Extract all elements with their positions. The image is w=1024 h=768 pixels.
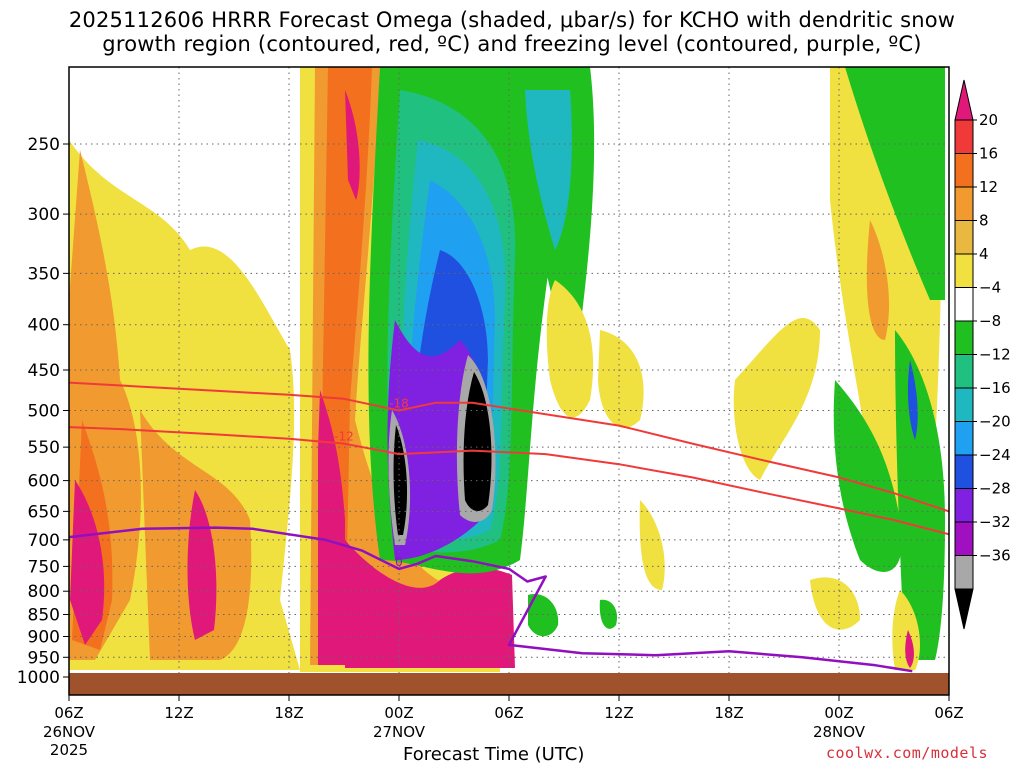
y-tick-label: 300 [28, 205, 60, 225]
omega-negative-region [528, 594, 559, 637]
omega-negative-region [895, 330, 945, 660]
colorbar-swatch [954, 387, 974, 422]
colorbar-label: 8 [979, 212, 989, 230]
omega-positive-region [70, 480, 105, 645]
omega-shading [69, 67, 945, 672]
x-tick-year: 2025 [50, 741, 88, 759]
x-tick-label: 18Z [274, 704, 303, 722]
omega-positive-region [733, 318, 820, 480]
omega-positive-region [546, 280, 594, 418]
dgz-contour [69, 426, 949, 536]
colorbar-swatch [954, 320, 974, 355]
x-tick-date: 28NOV [813, 723, 866, 741]
omega-negative-region [463, 372, 492, 512]
omega-positive-region [598, 330, 644, 428]
colorbar-swatch [954, 186, 974, 221]
x-tick-label: 12Z [164, 704, 193, 722]
gridlines [69, 67, 949, 673]
colorbar-label: 4 [979, 245, 989, 263]
colorbar-swatch [954, 521, 974, 556]
y-tick-label: 600 [28, 472, 60, 492]
y-tick-label: 950 [28, 648, 60, 668]
y-tick-label: 250 [28, 135, 60, 155]
colorbar-swatch [954, 79, 974, 121]
x-tick-label: 00Z [824, 704, 853, 722]
omega-negative-region [845, 67, 945, 300]
y-tick-label: 1000 [17, 668, 60, 688]
omega-positive-region [905, 630, 914, 668]
y-tick-label: 350 [28, 264, 60, 284]
credit-link[interactable]: coolwx.com/models [826, 744, 989, 762]
colorbar-swatch [954, 220, 974, 255]
freezing-level-contour-label: 0 [395, 555, 403, 569]
y-tick-label: 450 [28, 361, 60, 381]
colorbar-label: −36 [979, 547, 1011, 565]
freezing-level-contour [69, 526, 913, 673]
y-axis: 2503003504004505005506006507007508008509… [17, 135, 69, 688]
colorbar-label: −12 [979, 346, 1011, 364]
colorbar-swatch [954, 421, 974, 456]
colorbar-swatch [954, 588, 974, 630]
omega-positive-region [318, 390, 345, 665]
colorbar-label: 16 [979, 145, 998, 163]
colorbar-label: −28 [979, 480, 1011, 498]
colorbar-swatch [954, 287, 974, 322]
colorbar-label: 12 [979, 178, 998, 196]
x-tick-label: 06Z [934, 704, 963, 722]
colorbar-label: 20 [979, 111, 998, 129]
colorbar-swatch [954, 454, 974, 489]
colorbar-swatch [954, 119, 974, 154]
x-tick-label: 18Z [714, 704, 743, 722]
omega-negative-region [393, 425, 408, 535]
omega-positive-region [810, 577, 860, 630]
omega-positive-region [639, 500, 665, 590]
y-tick-label: 700 [28, 531, 60, 551]
ground-bar [69, 673, 949, 695]
omega-positive-region [866, 220, 890, 340]
contour-lines: -12 -18 0 [69, 381, 949, 673]
y-tick-label: 850 [28, 606, 60, 626]
x-tick-label: 06Z [494, 704, 523, 722]
colorbar-swatch [954, 488, 974, 523]
y-tick-label: 400 [28, 316, 60, 336]
chart-title-line-1: 2025112606 HRRR Forecast Omega (shaded, … [68, 8, 956, 32]
x-tick-date: 26NOV [43, 723, 96, 741]
omega-negative-region [907, 360, 918, 440]
colorbar-label: −32 [979, 513, 1011, 531]
colorbar: 20 16 12 8 4 −4 −8 −12 −16 −20 −24 −28 −32 −36 [954, 79, 1011, 630]
omega-negative-region [525, 90, 572, 250]
x-tick-label: 12Z [604, 704, 633, 722]
colorbar-label: −8 [979, 312, 1001, 330]
colorbar-swatch [954, 253, 974, 288]
chart-title-line-2: growth region (contoured, red, ºC) and f… [102, 32, 922, 56]
dgz-contour [69, 381, 949, 513]
colorbar-swatch [954, 555, 974, 590]
dgz-contour-label: -18 [389, 397, 409, 411]
colorbar-label: −20 [979, 413, 1011, 431]
colorbar-label: −4 [979, 279, 1001, 297]
omega-positive-region [345, 90, 360, 200]
y-tick-label: 650 [28, 502, 60, 522]
colorbar-label: −24 [979, 446, 1011, 464]
x-tick-label: 06Z [54, 704, 83, 722]
omega-negative-region [833, 380, 902, 572]
y-tick-label: 900 [28, 627, 60, 647]
y-tick-label: 550 [28, 438, 60, 458]
y-tick-label: 500 [28, 402, 60, 422]
x-axis-title: Forecast Time (UTC) [403, 744, 585, 765]
colorbar-swatch [954, 153, 974, 188]
x-tick-label: 00Z [384, 704, 413, 722]
x-tick-date: 27NOV [373, 723, 426, 741]
dgz-contour-label: -12 [334, 430, 354, 444]
colorbar-swatch [954, 354, 974, 389]
y-tick-label: 750 [28, 557, 60, 577]
y-tick-label: 800 [28, 582, 60, 602]
colorbar-label: −16 [979, 379, 1011, 397]
